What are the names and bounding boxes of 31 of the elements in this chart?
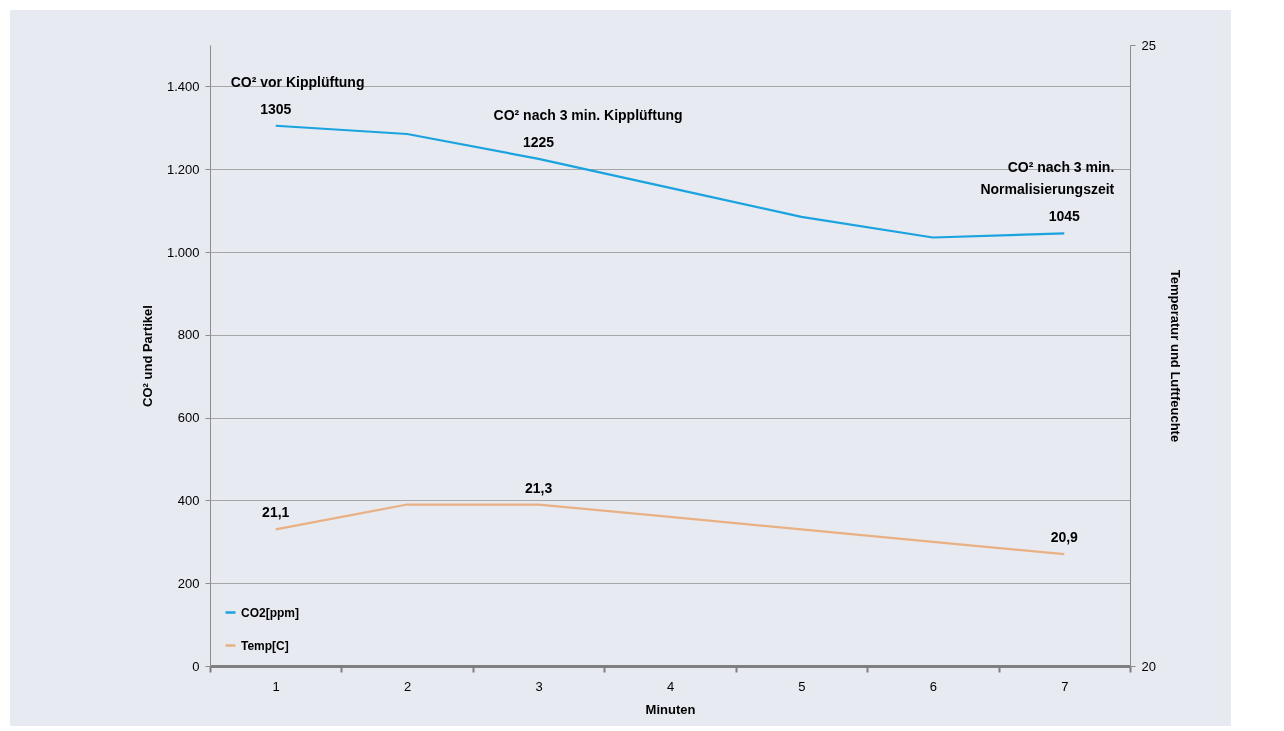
data-label: 20,9 [1050,529,1079,546]
y-tick-label: 1.000 [166,244,200,260]
x-tick-label: 1 [272,678,280,694]
y-tick-label: 400 [177,492,200,508]
data-label: 21,3 [524,479,553,496]
y2-tick-label: 20 [1141,658,1156,674]
y2-axis-title: Temperatur und Luftfeuchte [1167,269,1183,443]
y2-tick-label: 25 [1141,37,1156,53]
y-tick-label: 0 [192,658,200,674]
annotation: CO² vor Kipplüftung [230,73,365,90]
y-tick-label: 600 [177,410,200,426]
x-axis-title: Minuten [645,701,696,717]
y-tick-label: 800 [177,327,200,343]
y-tick-label: 1.200 [166,161,200,177]
x-tick-label: 4 [666,678,675,694]
legend-label: Temp[C] [241,638,289,653]
x-tick-label: 2 [404,678,412,694]
x-tick-label: 3 [535,678,543,694]
y-tick-label: 1.400 [166,78,200,94]
x-tick-label: 5 [798,678,806,694]
annotation: CO² nach 3 min. Kipplüftung [493,106,683,123]
data-label: 1225 [522,133,555,150]
data-label: 1045 [1048,208,1081,225]
x-tick-label: 7 [1061,678,1069,694]
legend-label: CO2[ppm] [241,605,299,620]
x-tick-label: 6 [929,678,937,694]
data-label: 1305 [260,100,292,117]
y-tick-label: 200 [177,575,200,591]
annotation: CO² nach 3 min. Normalisierungszeit [980,159,1115,198]
y-axis-title: CO² und Partikel [139,305,155,407]
data-label: 21,1 [262,504,290,521]
